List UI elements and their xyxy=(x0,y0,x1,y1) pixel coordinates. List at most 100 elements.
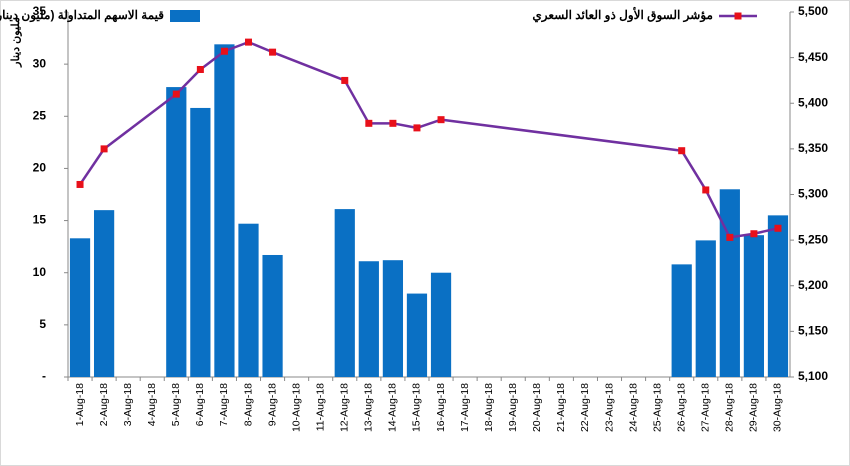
line-segment xyxy=(680,150,707,191)
y2-tick-label: 5,250 xyxy=(798,232,828,246)
y-tick-label: 25 xyxy=(33,108,47,122)
bar xyxy=(743,235,765,377)
line-marker xyxy=(245,38,252,46)
bar xyxy=(358,261,379,377)
x-tick-label: 14-Aug-18 xyxy=(387,383,399,432)
bar xyxy=(93,210,115,377)
x-tick-label: 17-Aug-18 xyxy=(459,383,471,432)
bar xyxy=(406,293,428,377)
x-tick-label: 24-Aug-18 xyxy=(627,383,639,432)
line-segment xyxy=(103,93,178,150)
bar xyxy=(671,264,692,377)
line-marker xyxy=(220,47,228,55)
y2-tick-label: 5,450 xyxy=(798,50,828,64)
line-segment xyxy=(416,118,442,130)
x-tick-label: 11-Aug-18 xyxy=(314,383,326,431)
line-segment xyxy=(343,79,370,124)
x-tick-label: 21-Aug-18 xyxy=(555,383,567,432)
x-tick-label: 6-Aug-18 xyxy=(194,383,206,426)
x-tick-label: 9-Aug-18 xyxy=(266,383,278,426)
x-tick-label: 18-Aug-18 xyxy=(483,383,495,432)
line-segment xyxy=(223,40,249,53)
x-tick-label: 2-Aug-18 xyxy=(98,383,110,426)
line-marker xyxy=(389,119,397,127)
bar xyxy=(262,254,283,377)
bar xyxy=(214,44,235,377)
line-segment xyxy=(729,232,755,239)
x-tick-label: 28-Aug-18 xyxy=(724,383,736,432)
y2-tick-label: 5,100 xyxy=(798,369,828,383)
x-tick-label: 25-Aug-18 xyxy=(651,383,663,432)
y-tick-label: - xyxy=(42,369,46,383)
x-tick-label: 13-Aug-18 xyxy=(363,383,375,432)
x-tick-label: 15-Aug-18 xyxy=(411,383,423,432)
bar xyxy=(238,223,259,377)
x-tick-label: 5-Aug-18 xyxy=(170,383,182,426)
x-tick-label: 19-Aug-18 xyxy=(507,383,519,432)
x-tick-label: 29-Aug-18 xyxy=(748,383,760,432)
bar xyxy=(430,272,452,377)
bar xyxy=(166,87,187,377)
bar xyxy=(69,238,91,377)
line-segment xyxy=(440,118,682,152)
line-segment xyxy=(704,189,731,238)
line-segment xyxy=(753,227,779,235)
y2-tick-label: 5,350 xyxy=(798,141,828,155)
x-tick-label: 26-Aug-18 xyxy=(675,383,687,432)
x-tick-label: 3-Aug-18 xyxy=(122,383,134,426)
line-segment xyxy=(248,40,274,54)
y-tick-label: 15 xyxy=(33,213,47,227)
y2-tick-label: 5,500 xyxy=(798,4,828,18)
x-tick-label: 10-Aug-18 xyxy=(290,383,302,432)
y-tick-label: 35 xyxy=(33,4,47,18)
line-marker xyxy=(678,147,686,155)
line-segment xyxy=(392,122,418,130)
y-tick-label: 30 xyxy=(33,56,47,70)
line-marker xyxy=(413,124,421,132)
line-marker xyxy=(365,119,373,127)
bar xyxy=(334,209,355,377)
x-tick-label: 7-Aug-18 xyxy=(218,383,230,426)
line-marker xyxy=(437,116,445,124)
bar xyxy=(695,240,716,377)
bar xyxy=(382,260,404,377)
line-marker xyxy=(269,48,277,56)
line-marker xyxy=(76,180,84,188)
y-tick-label: 10 xyxy=(33,265,47,279)
line-marker xyxy=(774,224,782,232)
legend-swatch xyxy=(170,10,200,22)
line-marker xyxy=(196,65,204,73)
y2-tick-label: 5,150 xyxy=(798,324,828,338)
legend-label: قيمة الاسهم المتداولة (مليون دينار) xyxy=(0,8,164,23)
legend-marker xyxy=(734,12,742,20)
y2-tick-label: 5,200 xyxy=(798,278,828,292)
x-tick-label: 8-Aug-18 xyxy=(242,383,254,426)
line-marker xyxy=(702,186,710,194)
legend-label: مؤشر السوق الأول ذو العائد السعري xyxy=(532,7,713,23)
line-marker xyxy=(341,76,349,84)
x-tick-label: 20-Aug-18 xyxy=(531,383,543,432)
bar xyxy=(190,107,211,377)
line-marker xyxy=(172,90,180,98)
x-tick-label: 1-Aug-18 xyxy=(74,383,86,426)
line-marker xyxy=(100,145,108,153)
x-tick-label: 27-Aug-18 xyxy=(700,383,712,432)
y-tick-label: 5 xyxy=(39,317,46,331)
line-segment xyxy=(78,148,106,186)
y-axis-label: مليون دينار xyxy=(10,17,22,68)
bar xyxy=(719,189,740,377)
x-tick-label: 22-Aug-18 xyxy=(579,383,591,432)
line-segment xyxy=(175,68,202,95)
x-tick-label: 16-Aug-18 xyxy=(435,383,447,432)
x-tick-label: 23-Aug-18 xyxy=(603,383,615,432)
x-tick-label: 12-Aug-18 xyxy=(339,383,351,432)
x-tick-label: 30-Aug-18 xyxy=(772,383,784,432)
y2-tick-label: 5,400 xyxy=(798,95,828,109)
line-marker xyxy=(750,230,758,238)
y2-tick-label: 5,300 xyxy=(798,187,828,201)
x-tick-label: 4-Aug-18 xyxy=(146,383,158,426)
line-segment xyxy=(272,50,346,82)
line-segment xyxy=(199,50,226,71)
